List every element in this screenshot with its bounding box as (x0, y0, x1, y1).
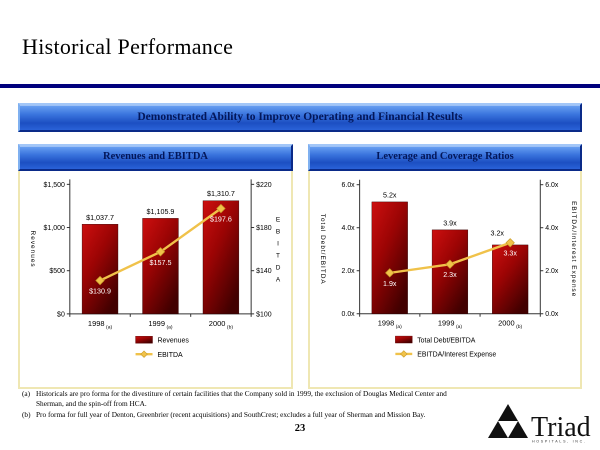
company-logo: Triad HOSPITALS, INC. (488, 404, 591, 444)
line-value-label: $157.5 (150, 259, 172, 267)
legend-label: EBITDA (157, 352, 183, 359)
bar-1999 (142, 218, 179, 315)
footnote-a-marker: (a) (22, 389, 31, 398)
revenues-ebitda-header: Revenues and EBITDA (18, 144, 293, 171)
main-banner: Demonstrated Ability to Improve Operatin… (18, 103, 582, 132)
legend-bar-swatch (135, 336, 153, 344)
footnote-b-text: Pro forma for full year of Denton, Green… (36, 410, 426, 420)
left-axis-tick-label: $1,000 (44, 225, 65, 232)
line-value-label: 3.3x (503, 250, 517, 258)
bar-value-label: 3.9x (443, 219, 457, 227)
triad-triangle-icon (488, 404, 528, 438)
line-value-label: $197.6 (210, 215, 232, 223)
footnote-a: (a) Historicals are pro forma for the di… (22, 389, 467, 409)
bar-2000 (202, 200, 240, 315)
bar-value-label: $1,105.9 (147, 208, 175, 216)
right-axis-title: EBITDA/Interest Expense (570, 201, 577, 297)
bar-2000 (492, 244, 529, 314)
revenues-ebitda-chart: $0 $100 $500 $140 $1,000 $180 $1,500 $220 $1,037… (29, 179, 281, 359)
left-axis-title: Revenues (29, 231, 36, 268)
legend-bar-swatch (395, 335, 413, 344)
page-title: Historical Performance (22, 34, 234, 59)
leverage-coverage-header-text: Leverage and Coverage Ratios (376, 151, 514, 162)
left-axis-title: Total Debt/EBITDA (319, 214, 326, 285)
x-axis-label: 1999(a) (438, 319, 462, 330)
line-marker (216, 203, 226, 214)
logo-wordmark: Triad (531, 412, 591, 443)
line-value-label: 1.9x (383, 280, 397, 288)
bar-1998 (81, 224, 119, 315)
legend-label: Revenues (157, 338, 189, 345)
line-value-label: 2.3x (443, 271, 457, 279)
revenues-ebitda-panel: Revenues and EBITDA $0 $100 $500 $140 $1,000… (18, 144, 293, 389)
legend-label: EBITDA/Interest Expense (417, 352, 496, 359)
right-axis-tick-label: 6.0x (545, 182, 559, 189)
footnotes: (a) Historicals are pro forma for the di… (22, 389, 467, 422)
bar-series (371, 201, 529, 314)
leverage-coverage-header: Leverage and Coverage Ratios (308, 144, 582, 171)
legend-line-marker (400, 350, 408, 358)
main-banner-text: Demonstrated Ability to Improve Operatin… (137, 111, 463, 123)
footnote-a-text: Historicals are pro forma for the divest… (36, 389, 447, 409)
bar-value-label: 3.2x (491, 229, 505, 237)
right-axis-tick-label: 2.0x (545, 268, 559, 275)
right-axis-tick-label: 4.0x (545, 225, 559, 232)
logo-subtext: HOSPITALS, INC. (532, 440, 587, 444)
bar-1998 (371, 201, 408, 314)
right-axis-tick-label: $140 (256, 268, 272, 275)
x-axis-label: 1998(a) (378, 319, 402, 330)
x-axis-label: 2000(b) (209, 319, 234, 330)
leverage-coverage-chart: 0.0x 0.0x 2.0x 2.0x 4.0x 4.0x 6.0x 6.0x 5.2x 3.9x… (319, 179, 577, 359)
left-axis-tick-label: $500 (49, 268, 65, 275)
bar-value-label: $1,037.7 (86, 214, 114, 222)
bar-value-label: 5.2x (383, 191, 397, 199)
legend-line-marker (140, 350, 148, 358)
right-axis-tick-label: 0.0x (545, 311, 559, 318)
x-axis-label: 2000(b) (498, 319, 522, 330)
footnote-b: (b) Pro forma for full year of Denton, G… (22, 410, 467, 420)
title-divider (0, 84, 600, 88)
bar-series (81, 200, 240, 315)
left-axis-tick-label: $1,500 (44, 182, 65, 189)
line-marker (155, 247, 166, 257)
bar-1999 (431, 229, 469, 314)
left-axis-tick-label: 4.0x (342, 225, 356, 232)
left-axis-tick-label: 2.0x (342, 268, 356, 275)
legend-label: Total Debt/EBITDA (417, 337, 476, 344)
x-axis-label: 1998(a) (88, 319, 113, 330)
left-axis-tick-label: 6.0x (342, 182, 356, 189)
page-number: 23 (294, 423, 306, 434)
left-axis-tick-label: $0 (57, 311, 65, 318)
right-axis-tick-label: $180 (256, 225, 272, 232)
revenues-ebitda-header-text: Revenues and EBITDA (102, 151, 209, 162)
bar-value-label: $1,310.7 (207, 190, 235, 198)
right-axis-tick-label: $100 (256, 311, 272, 318)
line-marker (385, 268, 395, 278)
leverage-coverage-panel: Leverage and Coverage Ratios 0.0x 0.0x 2.0… (308, 144, 582, 389)
line-marker (95, 275, 105, 286)
line-marker (505, 238, 515, 248)
line-marker (445, 259, 455, 269)
line-value-label: $130.9 (89, 287, 111, 295)
x-axis-label: 1999(a) (148, 319, 173, 330)
footnote-b-marker: (b) (22, 410, 31, 420)
right-axis-tick-label: $220 (256, 182, 272, 189)
left-axis-tick-label: 0.0x (342, 311, 356, 318)
